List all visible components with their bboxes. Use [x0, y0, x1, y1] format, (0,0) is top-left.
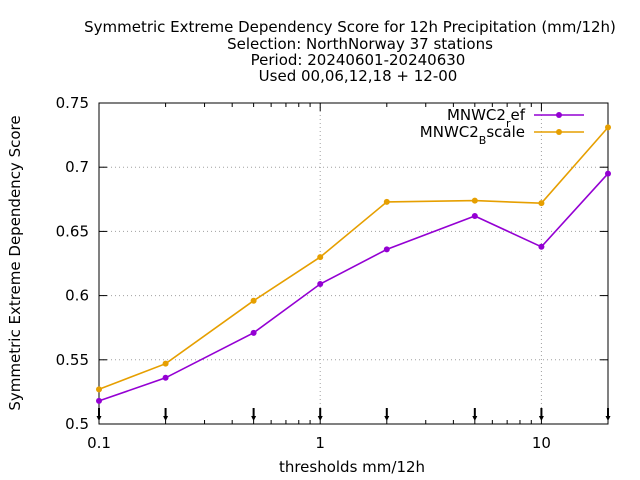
series-2: [96, 124, 611, 393]
y-axis-title: Symmetric Extreme Dependency Score: [6, 115, 24, 410]
y-tick-label: 0.7: [65, 158, 89, 176]
y-tick-label: 0.55: [56, 351, 89, 369]
series-line: [98, 126, 609, 391]
chart-title: Symmetric Extreme Dependency Score for 1…: [84, 18, 616, 85]
threshold-marker-head: [384, 416, 390, 421]
title-line-3: Period: 20240601-20240630: [251, 51, 466, 69]
threshold-marker-head: [251, 416, 257, 421]
series-line: [98, 173, 609, 402]
data-point: [605, 170, 611, 177]
series-1: [96, 170, 611, 404]
data-point: [96, 397, 102, 404]
data-point: [317, 254, 324, 261]
legend-label: MNWC2Bscale: [420, 123, 525, 147]
title-line-4: Used 00,06,12,18 + 12-00: [259, 67, 458, 85]
legend-label: MNWC2ref: [447, 106, 526, 130]
title-line-2: Selection: NorthNorway 37 stations: [227, 35, 493, 53]
data-point: [383, 198, 390, 205]
y-tick-label: 0.5: [65, 415, 89, 433]
threshold-marker-head: [317, 416, 323, 421]
threshold-marker-head: [538, 416, 544, 421]
data-point: [471, 197, 478, 204]
data-point: [317, 281, 324, 288]
series-layer: [96, 124, 611, 404]
data-point: [162, 360, 169, 367]
data-point: [605, 124, 611, 131]
data-point: [538, 200, 545, 207]
data-point: [250, 297, 257, 304]
threshold-marker-head: [96, 416, 102, 421]
threshold-marker-head: [605, 416, 611, 421]
axes: 0.5 0.55 0.6 0.65 0.7 0.75 0.1 1 10: [56, 94, 611, 452]
x-tick-label: 10: [532, 434, 551, 452]
x-tick-label: 1: [315, 434, 325, 452]
data-point: [162, 374, 169, 381]
y-tick-label: 0.75: [56, 94, 89, 112]
data-point: [471, 212, 478, 219]
grid: [99, 103, 608, 424]
plot-frame: [98, 102, 609, 425]
threshold-marker-head: [163, 416, 169, 421]
data-point: [96, 386, 102, 393]
data-point: [250, 329, 257, 336]
threshold-marker-head: [472, 416, 478, 421]
data-point: [383, 246, 390, 253]
x-tick-label: 0.1: [87, 434, 111, 452]
x-axis-title: thresholds mm/12h: [279, 458, 425, 476]
title-line-1: Symmetric Extreme Dependency Score for 1…: [84, 18, 616, 36]
legend-swatch-point: [556, 112, 562, 118]
y-tick-label: 0.65: [56, 222, 89, 240]
y-tick-label: 0.6: [65, 287, 89, 305]
data-point: [538, 243, 545, 250]
legend-swatch-point: [556, 129, 562, 135]
